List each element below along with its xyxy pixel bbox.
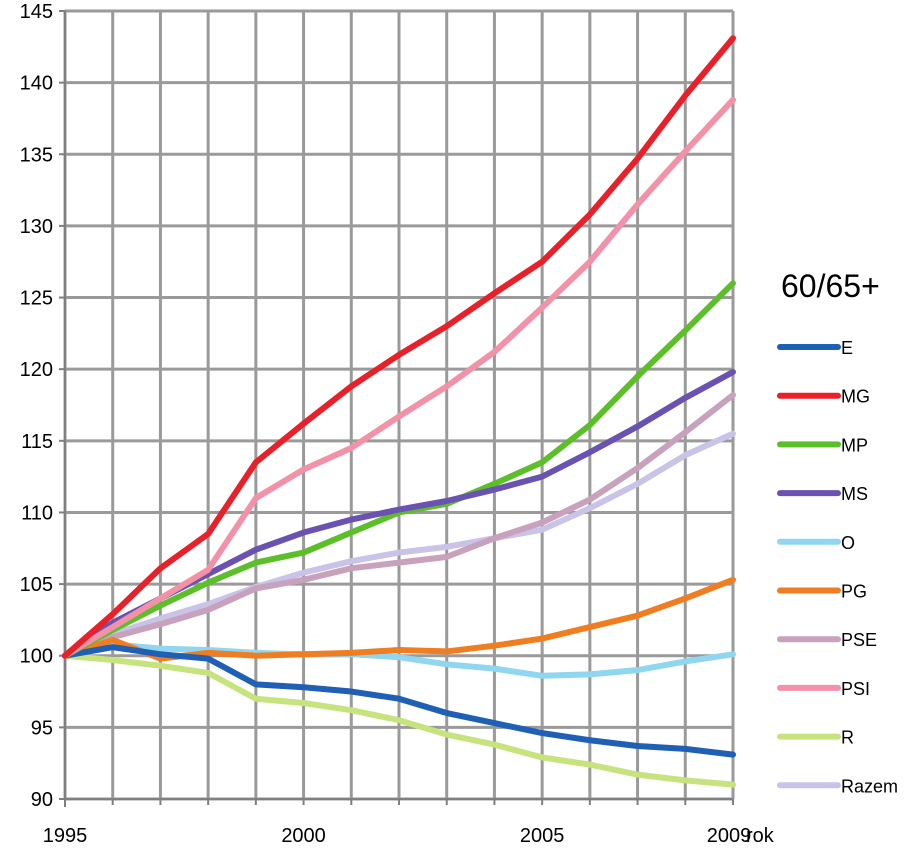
legend-item-e: E bbox=[777, 338, 853, 358]
x-tick-label: 2005 bbox=[520, 825, 565, 847]
legend-label: Razem bbox=[841, 776, 898, 796]
y-tick-label: 125 bbox=[20, 288, 53, 310]
series-line-o bbox=[62, 641, 736, 679]
legend-label: MP bbox=[841, 435, 868, 455]
y-tick-label: 100 bbox=[20, 646, 53, 668]
y-tick-label: 95 bbox=[31, 717, 53, 739]
legend: E MG MP MS O PG PSE PSI R Razem bbox=[777, 338, 898, 796]
legend-label: E bbox=[841, 338, 853, 358]
x-axis-unit: rok bbox=[746, 825, 775, 847]
legend-label: PSI bbox=[841, 679, 870, 699]
legend-title: 60/65+ bbox=[781, 268, 880, 304]
legend-label: PG bbox=[841, 582, 867, 602]
x-tick-labels: 1995 2000 2005 2009 bbox=[43, 825, 752, 847]
series-lines bbox=[62, 35, 736, 788]
y-tick-labels: 90 95 100 105 110 115 120 125 130 135 140 145 bbox=[20, 1, 53, 811]
legend-item-psi: PSI bbox=[777, 679, 870, 699]
legend-label: MG bbox=[841, 387, 870, 407]
legend-label: PSE bbox=[841, 630, 877, 650]
legend-label: O bbox=[841, 533, 855, 553]
legend-item-mg: MG bbox=[777, 387, 870, 407]
y-tick-label: 130 bbox=[20, 216, 53, 238]
grid bbox=[63, 9, 735, 801]
x-tick-label: 2009 bbox=[707, 825, 752, 847]
y-tick-label: 105 bbox=[20, 574, 53, 596]
y-tick-label: 120 bbox=[20, 359, 53, 381]
y-tick-label: 115 bbox=[21, 431, 53, 453]
legend-item-pg: PG bbox=[777, 582, 867, 602]
series-line-mg bbox=[62, 35, 736, 659]
legend-label: R bbox=[841, 728, 854, 748]
y-tick-label: 90 bbox=[31, 789, 53, 811]
series-line-psi bbox=[62, 96, 736, 659]
x-tick-label: 2000 bbox=[281, 825, 326, 847]
x-tick-label: 1995 bbox=[43, 825, 88, 847]
legend-item-pse: PSE bbox=[777, 630, 877, 650]
y-tick-label: 135 bbox=[20, 144, 53, 166]
series-line-pse bbox=[62, 391, 736, 659]
legend-item-ms: MS bbox=[777, 484, 868, 504]
series-line-razem bbox=[62, 430, 736, 659]
legend-label: MS bbox=[841, 484, 868, 504]
y-tick-label: 110 bbox=[21, 502, 53, 524]
y-tick-label: 140 bbox=[20, 73, 53, 95]
axes bbox=[59, 10, 734, 807]
y-tick-label: 145 bbox=[20, 1, 53, 23]
legend-item-razem: Razem bbox=[777, 776, 898, 796]
legend-item-r: R bbox=[777, 728, 854, 748]
series-line-e bbox=[62, 644, 736, 758]
legend-item-o: O bbox=[777, 533, 855, 553]
series-line-r bbox=[62, 652, 736, 788]
legend-item-mp: MP bbox=[777, 435, 868, 455]
